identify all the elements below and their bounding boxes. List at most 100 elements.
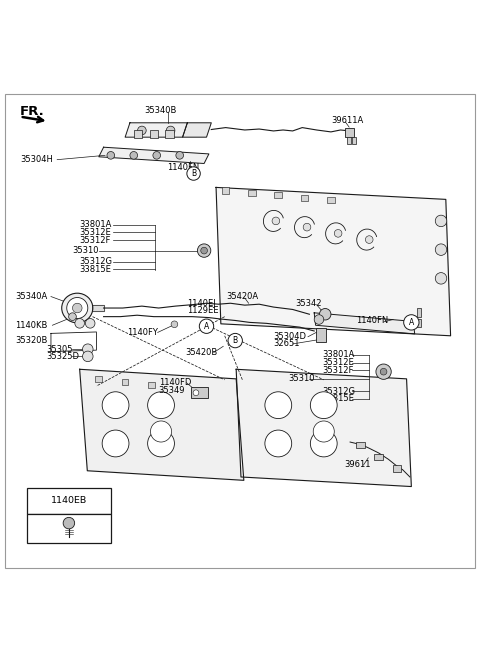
Circle shape	[130, 152, 138, 159]
Text: 35304D: 35304D	[274, 332, 307, 341]
Polygon shape	[236, 369, 411, 487]
Circle shape	[365, 236, 373, 244]
Circle shape	[311, 392, 337, 418]
Circle shape	[404, 314, 419, 330]
Bar	[148, 382, 155, 388]
Text: 35340B: 35340B	[144, 107, 177, 115]
Circle shape	[166, 126, 175, 135]
Text: 1140FN: 1140FN	[167, 163, 200, 172]
Bar	[122, 379, 129, 385]
Text: 35312F: 35312F	[323, 365, 354, 375]
Circle shape	[199, 319, 214, 334]
Bar	[96, 377, 102, 382]
Bar	[327, 197, 335, 203]
Bar	[345, 128, 354, 137]
Bar	[248, 190, 256, 196]
Bar	[134, 130, 143, 138]
Circle shape	[138, 126, 146, 135]
Text: 35310: 35310	[288, 375, 314, 383]
Text: 39611A: 39611A	[331, 116, 363, 125]
Circle shape	[265, 392, 292, 418]
Circle shape	[69, 313, 76, 320]
Circle shape	[102, 392, 129, 418]
Text: 35342: 35342	[295, 299, 322, 308]
Circle shape	[320, 308, 331, 320]
Circle shape	[75, 318, 84, 328]
Text: 35312G: 35312G	[80, 257, 113, 266]
Text: 1140FY: 1140FY	[128, 328, 158, 337]
Bar	[150, 130, 158, 138]
Circle shape	[435, 215, 447, 226]
Circle shape	[380, 368, 387, 375]
Bar	[374, 453, 383, 460]
Text: 1140KB: 1140KB	[15, 321, 48, 330]
Bar	[417, 308, 421, 316]
Circle shape	[153, 152, 160, 159]
Text: 35310: 35310	[72, 246, 99, 255]
Circle shape	[72, 303, 82, 313]
Text: B: B	[191, 169, 196, 178]
Circle shape	[311, 430, 337, 457]
Circle shape	[63, 518, 74, 529]
Polygon shape	[92, 305, 104, 311]
Circle shape	[272, 217, 280, 224]
Text: 35304H: 35304H	[20, 155, 53, 164]
Circle shape	[148, 430, 174, 457]
Bar	[301, 195, 309, 201]
Bar	[393, 465, 401, 472]
Text: 35349: 35349	[158, 386, 185, 395]
Text: 32651: 32651	[274, 340, 300, 348]
Text: 35312E: 35312E	[80, 228, 111, 237]
Text: 39611: 39611	[344, 459, 371, 469]
Text: 33815E: 33815E	[80, 265, 111, 274]
Bar	[356, 442, 365, 448]
Text: 33801A: 33801A	[323, 350, 355, 359]
Circle shape	[435, 273, 447, 284]
Text: 35340A: 35340A	[15, 292, 48, 301]
Text: 33815E: 33815E	[323, 395, 354, 403]
Text: 33801A: 33801A	[80, 220, 112, 229]
Circle shape	[102, 430, 129, 457]
Polygon shape	[99, 147, 209, 164]
Circle shape	[148, 392, 174, 418]
Bar	[222, 187, 229, 194]
Text: 1140EJ: 1140EJ	[187, 299, 216, 308]
Circle shape	[193, 390, 199, 396]
Circle shape	[376, 364, 391, 379]
Polygon shape	[216, 187, 451, 336]
Circle shape	[303, 223, 311, 231]
Circle shape	[83, 344, 93, 354]
Circle shape	[201, 247, 207, 254]
Circle shape	[107, 152, 115, 159]
Circle shape	[151, 421, 171, 442]
Circle shape	[187, 167, 200, 180]
Polygon shape	[314, 313, 415, 334]
Circle shape	[197, 244, 211, 258]
Circle shape	[435, 244, 447, 256]
Bar	[165, 130, 174, 138]
Circle shape	[265, 430, 292, 457]
Text: A: A	[204, 322, 209, 331]
Text: 35420A: 35420A	[227, 292, 259, 301]
Text: 35320B: 35320B	[15, 336, 48, 345]
Circle shape	[67, 297, 88, 318]
Text: 35312F: 35312F	[80, 236, 111, 244]
Text: 1140FN: 1140FN	[356, 316, 388, 325]
Bar	[316, 328, 326, 342]
Circle shape	[314, 314, 324, 324]
Bar	[352, 136, 356, 144]
Polygon shape	[80, 369, 244, 481]
Circle shape	[176, 152, 183, 159]
Text: 35305: 35305	[46, 345, 72, 354]
Text: 35420B: 35420B	[185, 348, 217, 357]
Text: A: A	[408, 318, 414, 327]
Circle shape	[228, 334, 242, 348]
Bar	[27, 514, 111, 543]
Text: FR.: FR.	[20, 105, 45, 118]
Polygon shape	[182, 123, 211, 137]
Polygon shape	[125, 123, 187, 137]
Text: 1140FD: 1140FD	[158, 378, 191, 387]
Text: 35312G: 35312G	[323, 387, 355, 396]
Text: 1129EE: 1129EE	[187, 306, 219, 315]
Text: B: B	[233, 336, 238, 345]
